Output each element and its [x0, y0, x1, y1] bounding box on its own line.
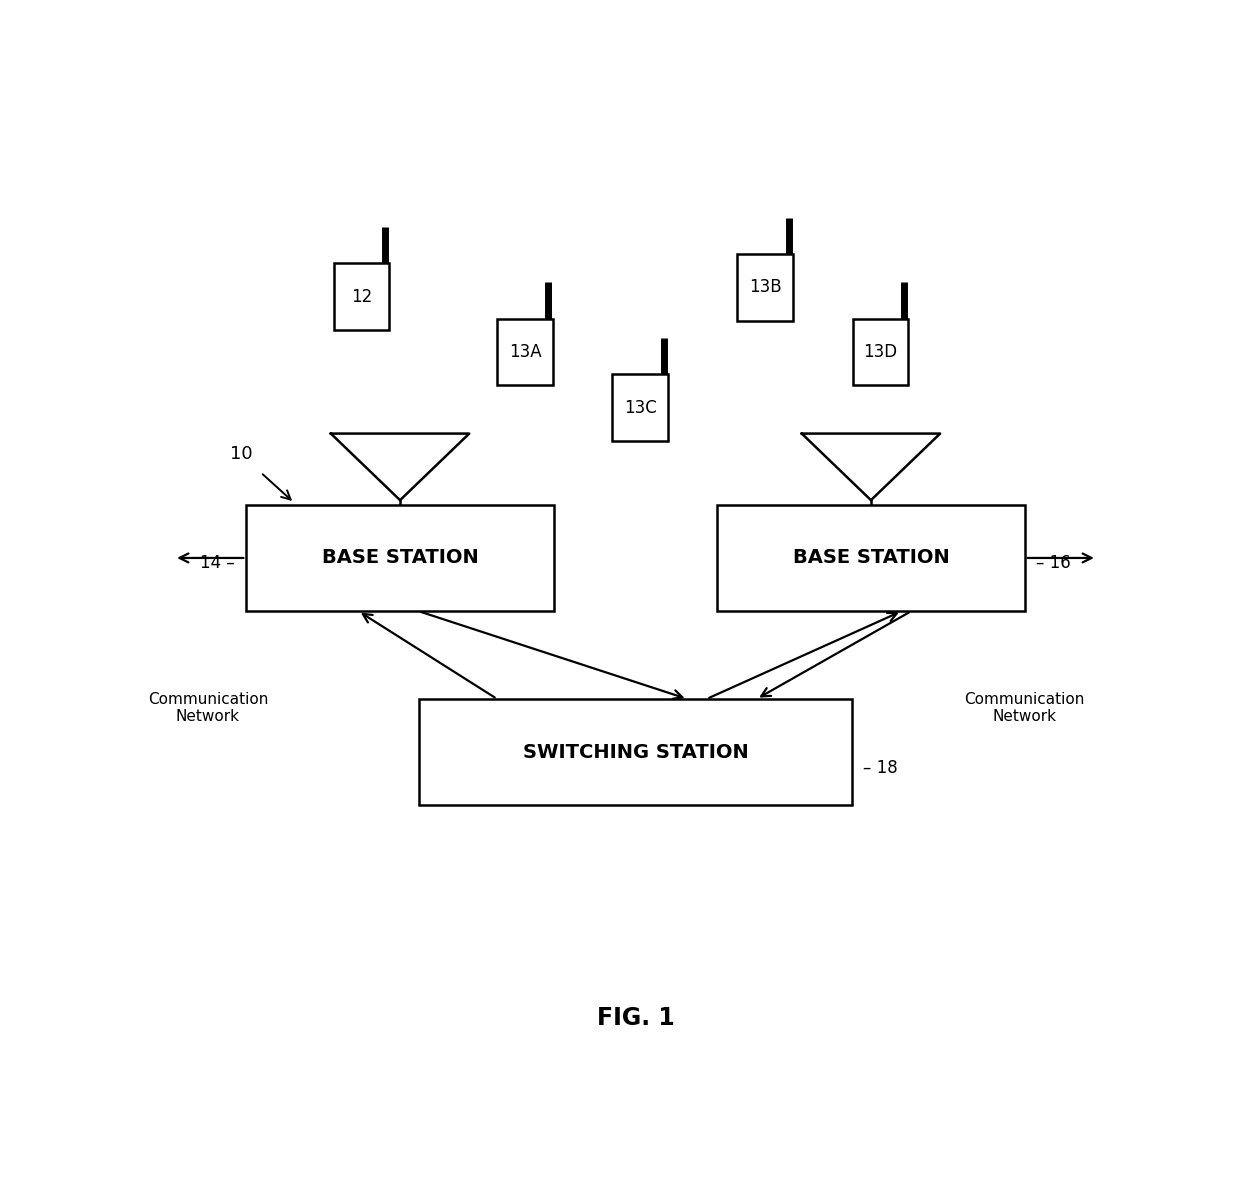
- Text: 13D: 13D: [863, 343, 898, 362]
- Bar: [419, 699, 852, 806]
- Text: Communication
Network: Communication Network: [148, 692, 268, 724]
- Bar: [738, 255, 794, 321]
- Bar: [613, 375, 668, 441]
- Text: BASE STATION: BASE STATION: [321, 549, 479, 567]
- Text: 13A: 13A: [508, 343, 542, 362]
- Text: BASE STATION: BASE STATION: [792, 549, 950, 567]
- Bar: [247, 504, 554, 611]
- Text: FIG. 1: FIG. 1: [596, 1006, 675, 1030]
- Text: 14 –: 14 –: [200, 555, 234, 572]
- Text: – 18: – 18: [863, 759, 898, 777]
- Bar: [853, 319, 909, 386]
- Text: 13B: 13B: [749, 279, 781, 297]
- Text: 12: 12: [351, 288, 372, 306]
- Text: SWITCHING STATION: SWITCHING STATION: [522, 742, 749, 761]
- Bar: [717, 504, 1024, 611]
- Text: Communication
Network: Communication Network: [965, 692, 1085, 724]
- Bar: [497, 319, 553, 386]
- Bar: [334, 263, 389, 330]
- Text: 13C: 13C: [624, 399, 657, 417]
- Text: 10: 10: [231, 444, 253, 462]
- Text: – 16: – 16: [1037, 555, 1071, 572]
